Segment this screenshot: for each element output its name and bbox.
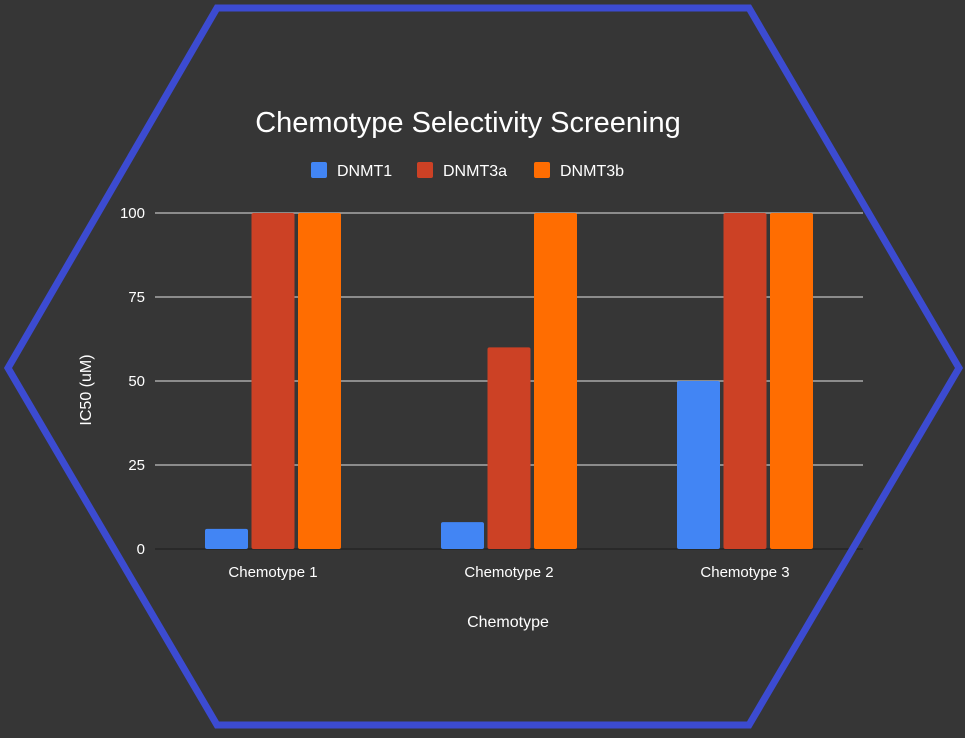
x-tick-label: Chemotype 1 [228,564,317,581]
x-axis-title: Chemotype [467,614,549,631]
x-tick-label: Chemotype 3 [700,564,789,581]
tick-labels: 0 25 50 75 100 Chemotype 1 Chemotype 2 Chemotyp… [120,205,790,581]
y-tick-label: 75 [128,289,145,306]
bar-dnmt1-3 [677,381,720,549]
y-tick-label: 25 [128,457,145,474]
legend: DNMT1 DNMT3a DNMT3b [311,162,624,180]
bar-dnmt1-1 [205,528,248,549]
legend-label: DNMT1 [337,163,392,180]
legend-swatch [534,162,550,178]
y-axis-title: IC50 (uM) [78,354,95,425]
x-tick-label: Chemotype 2 [464,564,553,581]
bars [205,213,813,549]
bar-dnmt3a-2 [487,347,531,549]
legend-label: DNMT3a [443,163,507,180]
hexagon-frame [3,4,964,729]
bar-dnmt3b-2 [534,213,577,549]
legend-swatch [417,162,433,178]
bar-dnmt3b-1 [298,213,341,549]
y-tick-label: 100 [120,205,145,222]
bar-dnmt3b-3 [770,213,813,549]
y-tick-label: 0 [137,541,145,558]
y-tick-label: 50 [128,373,145,390]
legend-swatch [311,162,327,178]
bar-dnmt3a-1 [251,213,295,549]
legend-item-dnmt3b: DNMT3b [534,162,624,180]
bar-dnmt3a-3 [723,213,767,549]
chart-title: Chemotype Selectivity Screening [255,107,681,139]
legend-item-dnmt1: DNMT1 [311,162,392,180]
legend-item-dnmt3a: DNMT3a [417,162,507,180]
legend-label: DNMT3b [560,163,624,180]
bar-dnmt1-2 [441,522,484,549]
